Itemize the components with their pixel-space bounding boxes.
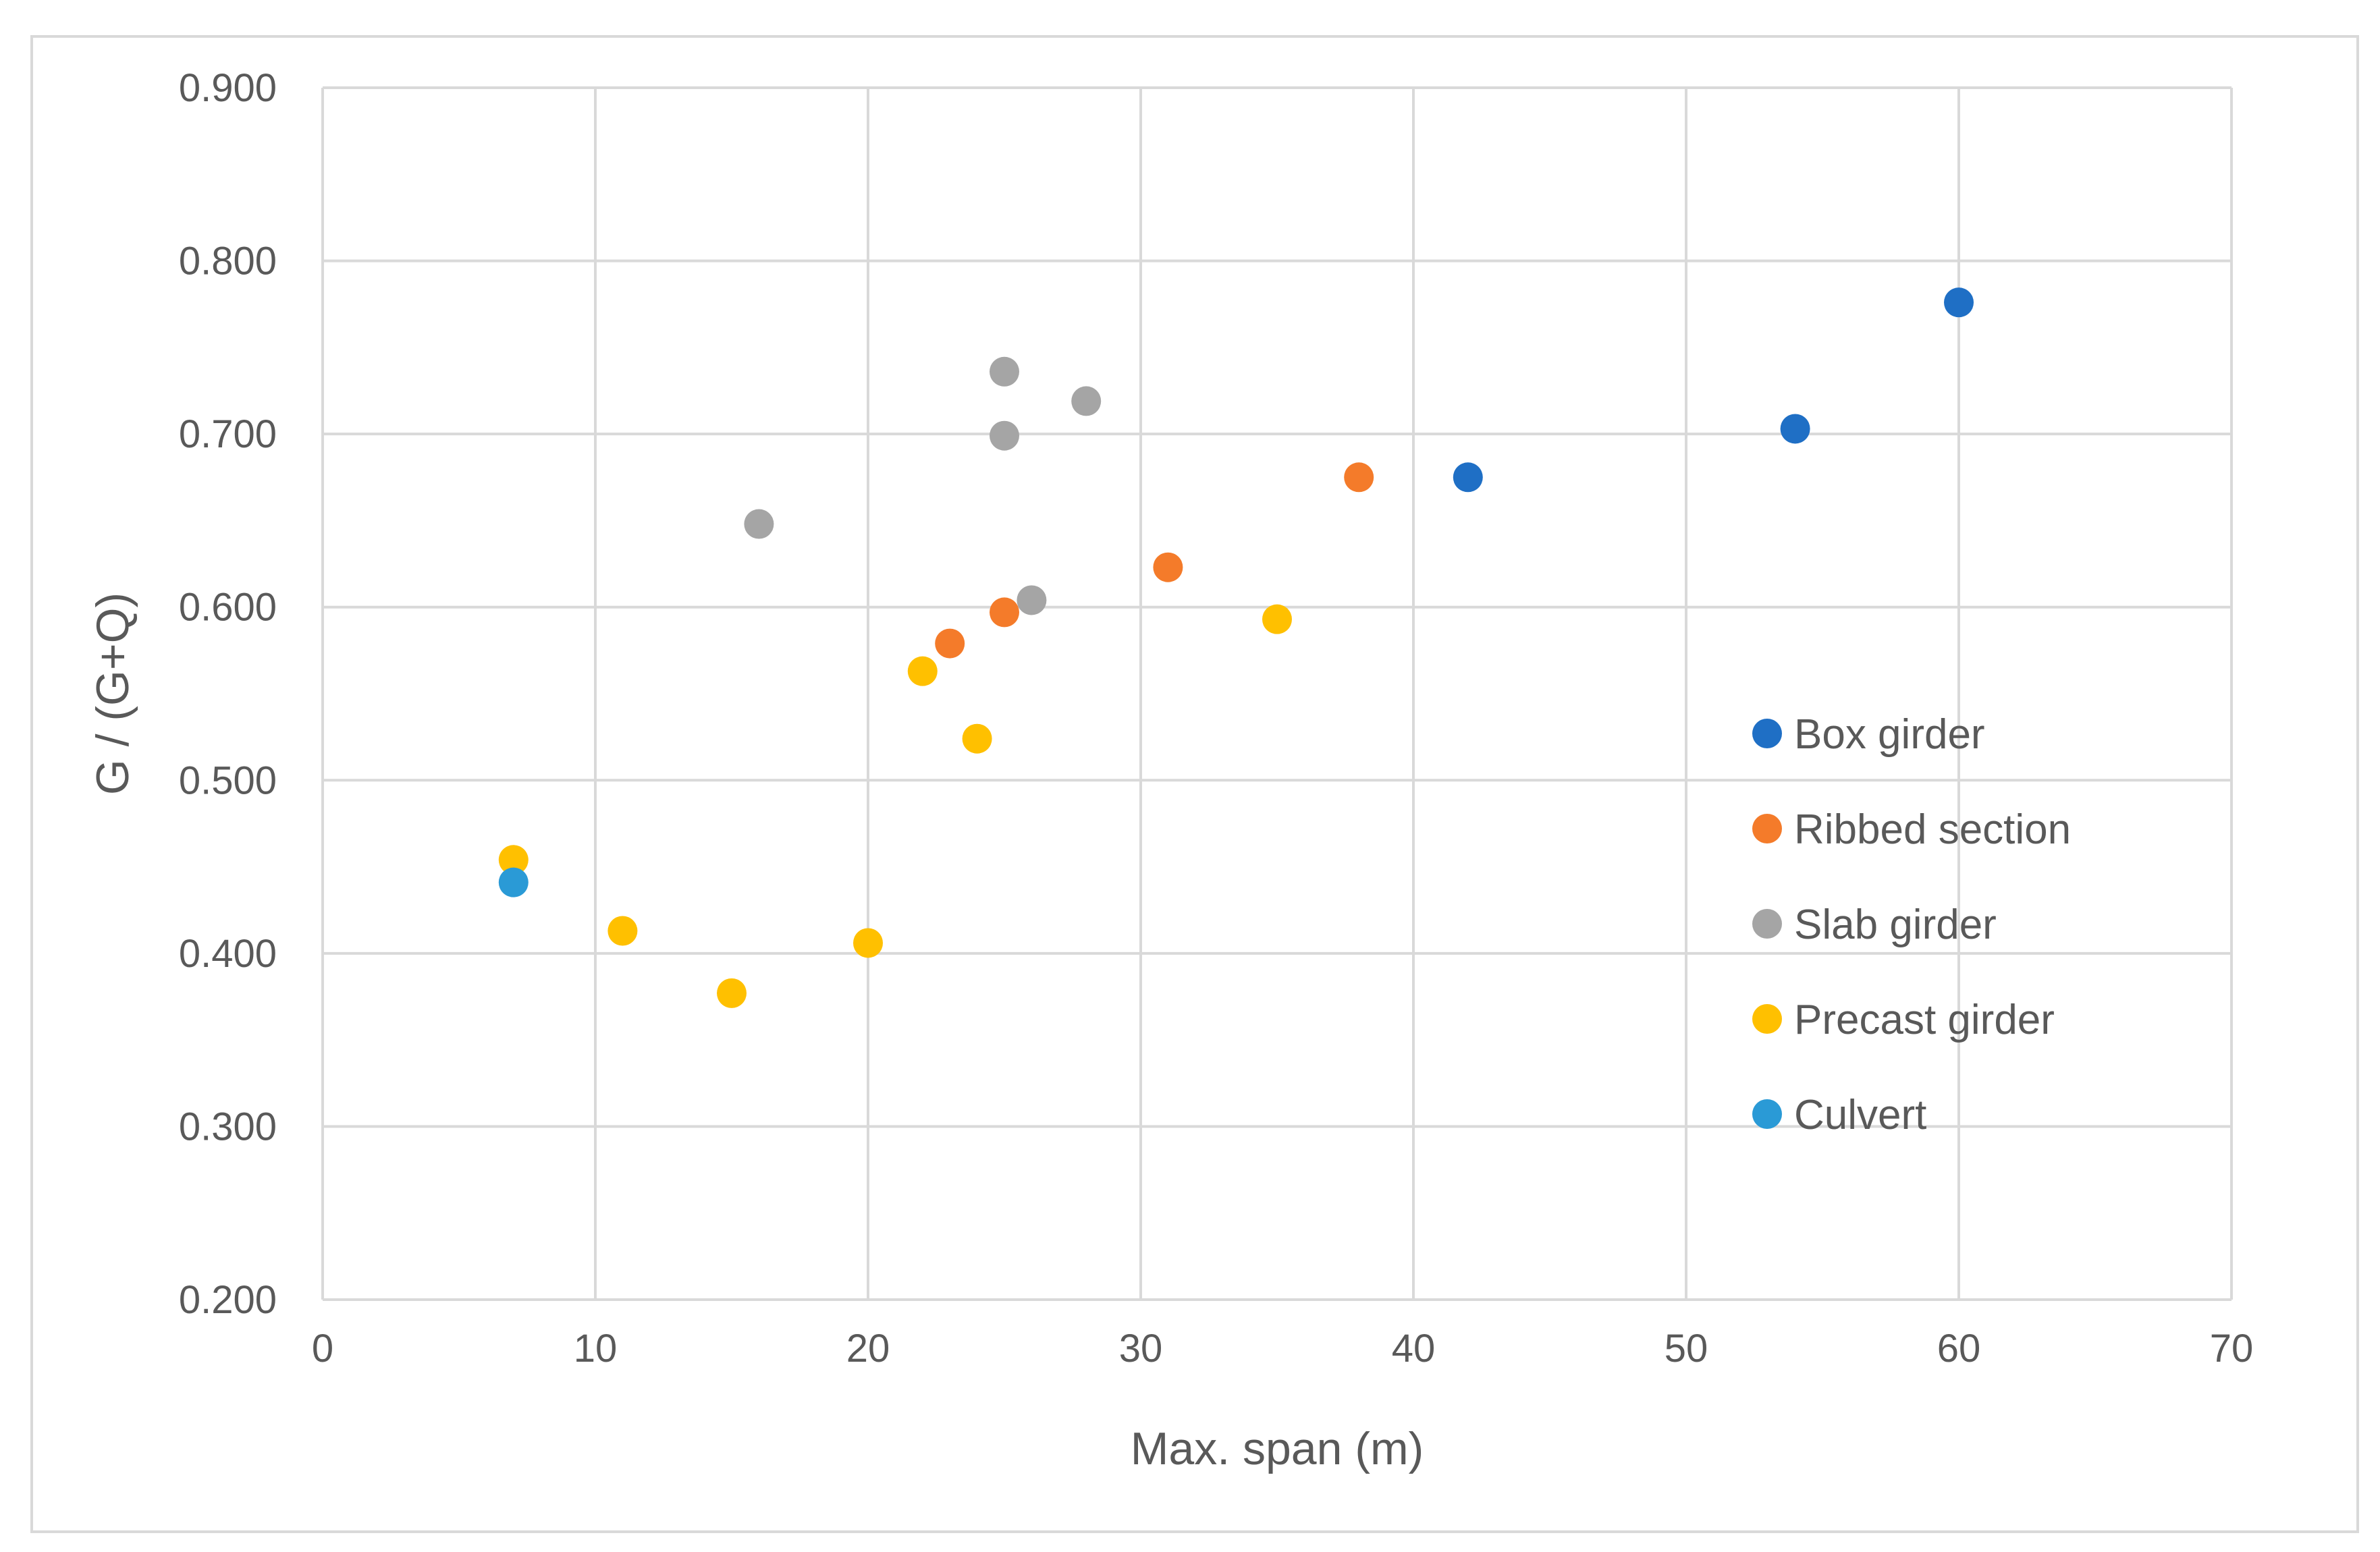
point-slab-girder — [744, 509, 774, 539]
y-tick-label: 0.300 — [179, 1105, 277, 1148]
point-precast-girder — [1262, 604, 1292, 634]
point-ribbed-section — [1344, 462, 1374, 493]
legend-label-ribbed-section: Ribbed section — [1794, 806, 2071, 853]
point-precast-girder — [717, 978, 747, 1008]
legend-marker-ribbed-section — [1752, 814, 1782, 843]
point-slab-girder — [990, 420, 1019, 451]
x-tick-label: 20 — [846, 1327, 890, 1370]
point-box-girder — [1944, 287, 1974, 318]
point-slab-girder — [990, 356, 1019, 387]
y-tick-label: 0.700 — [179, 412, 277, 456]
y-tick-label: 0.500 — [179, 758, 277, 802]
y-axis-ticks: 0.200 0.300 0.400 0.500 0.600 0.700 0.800 0.900 — [179, 66, 277, 1322]
x-tick-label: 10 — [574, 1327, 618, 1370]
legend-marker-slab-girder — [1752, 909, 1782, 939]
data-points — [498, 287, 1974, 1008]
point-culvert — [498, 867, 529, 897]
point-slab-girder — [1017, 585, 1047, 615]
legend-marker-box-girder — [1752, 719, 1782, 748]
point-box-girder — [1453, 462, 1483, 493]
x-axis-ticks: 0 10 20 30 40 50 60 70 — [312, 1327, 2253, 1370]
gridlines — [321, 86, 2233, 1301]
y-axis-title: G / (G+Q) — [87, 592, 138, 795]
point-precast-girder — [962, 723, 992, 754]
point-precast-girder — [607, 916, 638, 946]
y-tick-label: 0.800 — [179, 240, 277, 283]
legend-marker-precast-girder — [1752, 1004, 1782, 1034]
legend-marker-culvert — [1752, 1099, 1782, 1129]
x-axis-title: Max. span (m) — [1131, 1423, 1424, 1474]
point-slab-girder — [1071, 386, 1102, 416]
x-tick-label: 30 — [1119, 1327, 1163, 1370]
legend-label-box-girder: Box girder — [1794, 711, 1985, 758]
point-ribbed-section — [990, 597, 1019, 628]
x-tick-label: 60 — [1937, 1327, 1981, 1370]
y-tick-label: 0.900 — [179, 66, 277, 110]
x-tick-label: 40 — [1392, 1327, 1436, 1370]
y-tick-label: 0.600 — [179, 586, 277, 630]
x-tick-label: 50 — [1665, 1327, 1708, 1370]
y-tick-label: 0.200 — [179, 1278, 277, 1322]
legend-label-slab-girder: Slab girder — [1794, 902, 1997, 948]
y-tick-label: 0.400 — [179, 932, 277, 976]
point-box-girder — [1780, 414, 1810, 444]
point-precast-girder — [498, 845, 529, 875]
legend-label-culvert: Culvert — [1794, 1092, 1926, 1138]
x-tick-label: 70 — [2210, 1327, 2254, 1370]
point-precast-girder — [907, 656, 938, 686]
legend-label-precast-girder: Precast girder — [1794, 997, 2055, 1043]
point-precast-girder — [853, 928, 883, 958]
x-tick-label: 0 — [312, 1327, 333, 1370]
point-ribbed-section — [935, 628, 965, 659]
point-ribbed-section — [1153, 552, 1183, 582]
legend: Box girder Ribbed section Slab girder Preca… — [1752, 711, 2071, 1138]
chart-frame — [30, 35, 2359, 1533]
